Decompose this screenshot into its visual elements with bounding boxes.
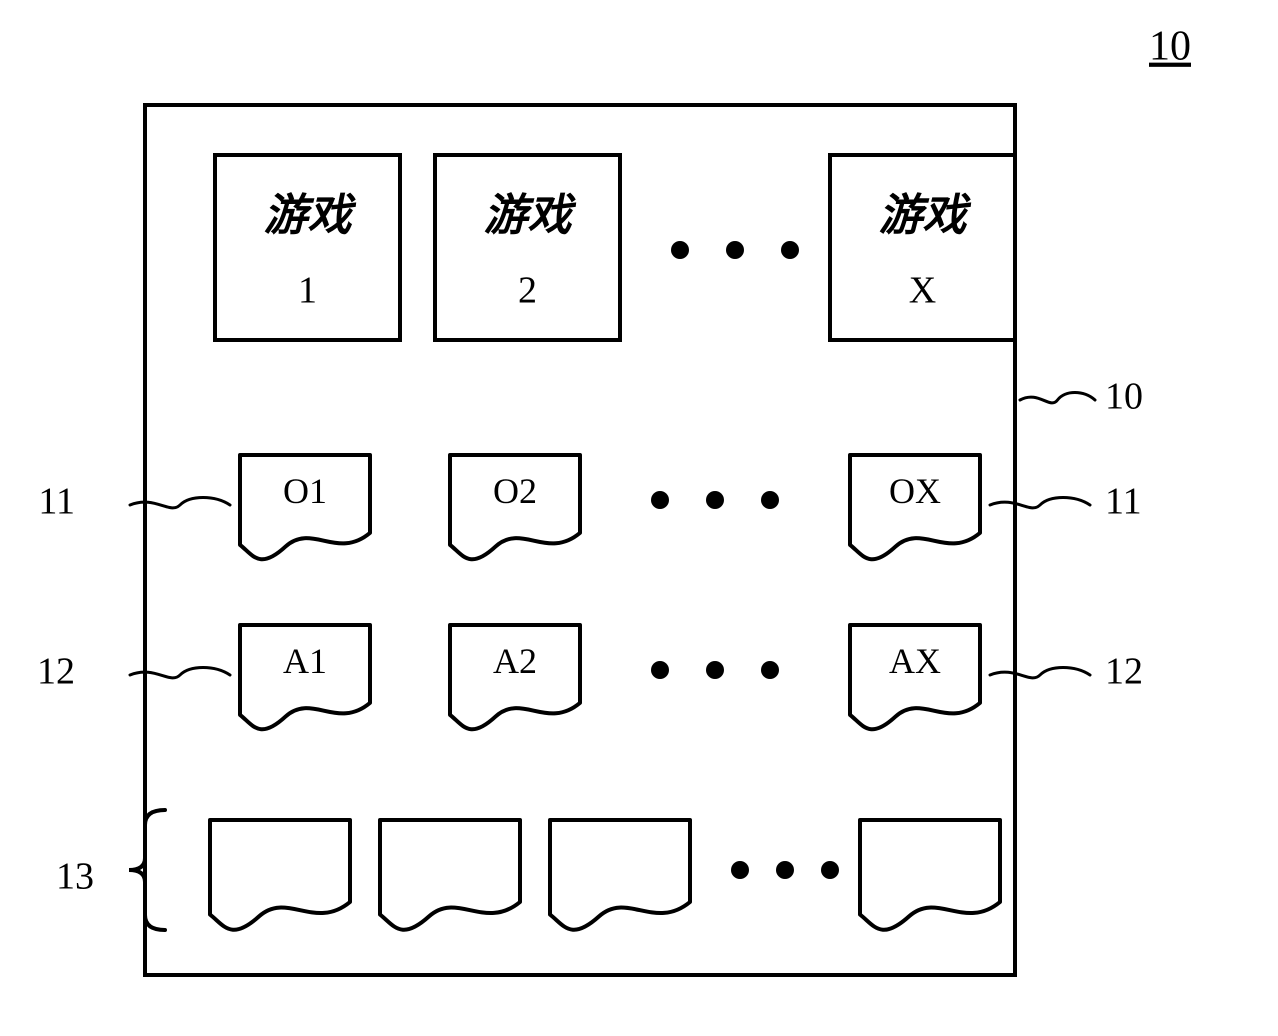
svg-text:13: 13 bbox=[56, 856, 94, 898]
svg-text:11: 11 bbox=[38, 481, 75, 523]
svg-text:11: 11 bbox=[1105, 481, 1142, 523]
svg-text:A1: A1 bbox=[283, 641, 327, 681]
svg-text:1: 1 bbox=[298, 269, 317, 311]
svg-text:游戏: 游戏 bbox=[879, 191, 972, 240]
figure-diagram: 10 游戏 1 游戏 2 游戏 X O1 O2 OX A1 A2 AX 11 11 12 12 13 10 bbox=[0, 0, 1278, 1036]
svg-text:游戏: 游戏 bbox=[484, 191, 577, 240]
svg-text:OX: OX bbox=[889, 471, 941, 511]
svg-text:12: 12 bbox=[1105, 651, 1143, 693]
svg-text:10: 10 bbox=[1105, 376, 1143, 418]
svg-text:AX: AX bbox=[889, 641, 941, 681]
svg-text:O2: O2 bbox=[493, 471, 537, 511]
svg-text:A2: A2 bbox=[493, 641, 537, 681]
svg-text:游戏: 游戏 bbox=[264, 191, 357, 240]
svg-text:2: 2 bbox=[518, 269, 537, 311]
svg-text:12: 12 bbox=[37, 651, 75, 693]
svg-text:10: 10 bbox=[1149, 24, 1191, 70]
svg-text:O1: O1 bbox=[283, 471, 327, 511]
svg-text:X: X bbox=[909, 269, 936, 311]
